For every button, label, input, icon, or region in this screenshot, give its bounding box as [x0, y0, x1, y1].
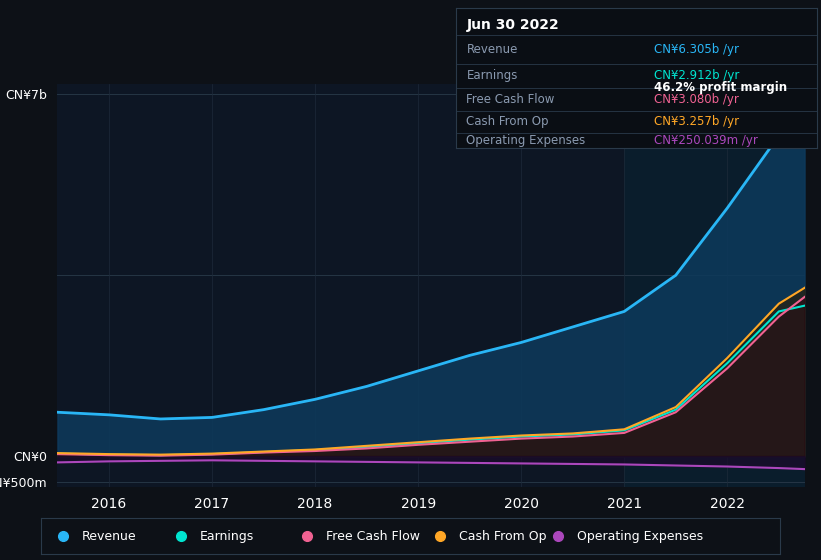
Text: Revenue: Revenue — [82, 530, 136, 543]
Text: Revenue: Revenue — [466, 43, 518, 56]
Text: CN¥250.039m /yr: CN¥250.039m /yr — [654, 134, 759, 147]
Text: Free Cash Flow: Free Cash Flow — [466, 93, 555, 106]
Text: Operating Expenses: Operating Expenses — [576, 530, 703, 543]
Text: CN¥2.912b /yr: CN¥2.912b /yr — [654, 69, 740, 82]
Text: CN¥3.080b /yr: CN¥3.080b /yr — [654, 93, 739, 106]
Text: Earnings: Earnings — [200, 530, 255, 543]
Text: 46.2% profit margin: 46.2% profit margin — [654, 81, 787, 94]
Text: Cash From Op: Cash From Op — [466, 115, 549, 128]
Text: Free Cash Flow: Free Cash Flow — [325, 530, 420, 543]
Text: CN¥6.305b /yr: CN¥6.305b /yr — [654, 43, 740, 56]
Bar — [624, 84, 805, 487]
Text: Jun 30 2022: Jun 30 2022 — [466, 18, 559, 32]
Text: Cash From Op: Cash From Op — [459, 530, 546, 543]
Text: CN¥3.257b /yr: CN¥3.257b /yr — [654, 115, 740, 128]
Text: Operating Expenses: Operating Expenses — [466, 134, 585, 147]
Text: Earnings: Earnings — [466, 69, 518, 82]
